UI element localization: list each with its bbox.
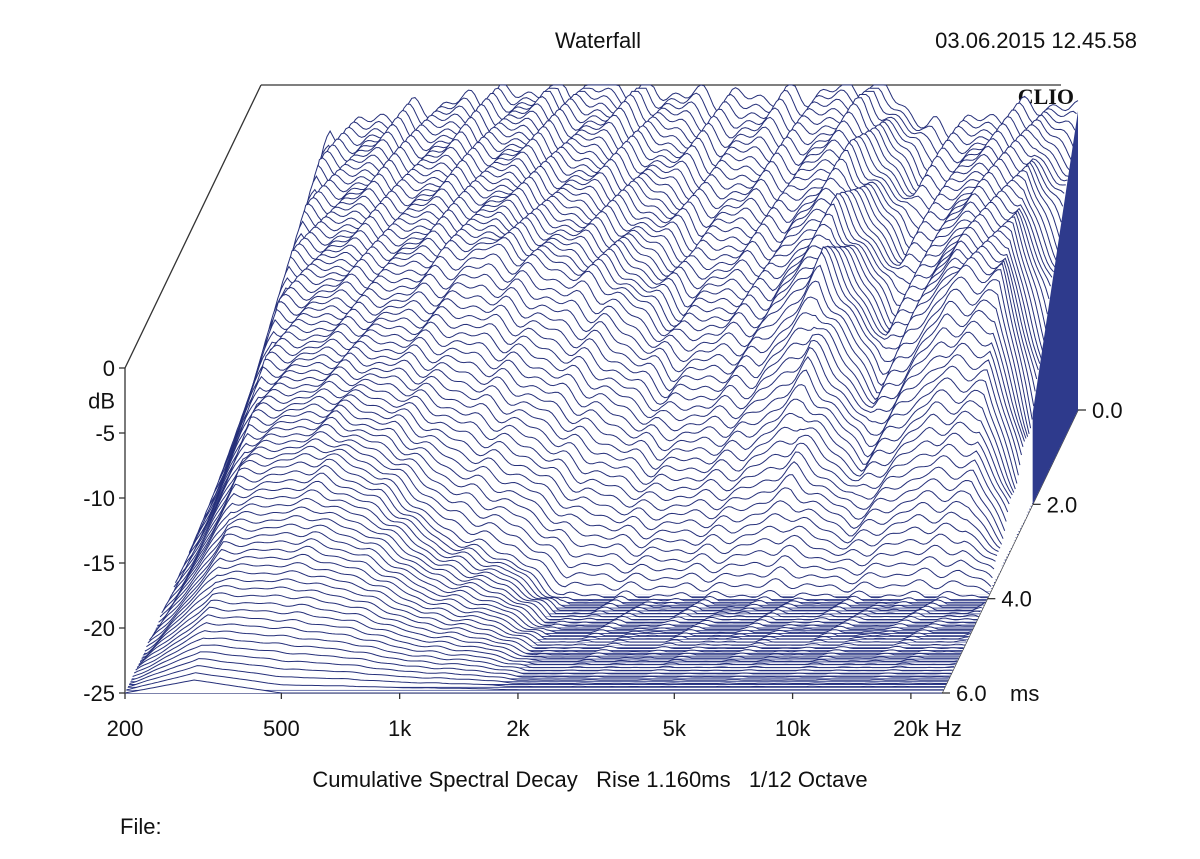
x-tick-label: 5k (663, 716, 687, 741)
decay-trace (208, 282, 1027, 519)
decay-trace (182, 399, 1001, 573)
chart-caption: Cumulative Spectral Decay Rise 1.160ms 1… (312, 767, 867, 792)
decay-trace (174, 431, 993, 584)
trace-mask (128, 665, 946, 687)
decay-trace (161, 497, 979, 618)
decay-trace (224, 211, 1042, 487)
decay-trace (210, 273, 1029, 516)
decay-trace (126, 672, 944, 691)
decay-trace (167, 464, 985, 605)
z-tick-label: 0.0 (1092, 398, 1123, 423)
y-tick-label: -15 (83, 551, 115, 576)
z-tick-label: 2.0 (1047, 492, 1078, 517)
x-unit-label: Hz (935, 716, 962, 741)
z-tick-label: 6.0 (956, 681, 987, 706)
axis-ticks: 0 -5 -10 -15 -20 -25 dB 200 500 1k 2k 5k 10k 20k Hz 0.0… (83, 356, 1122, 741)
decay-trace (207, 290, 1025, 522)
decay-trace (178, 416, 996, 582)
decay-trace (196, 340, 1015, 545)
waterfall-traces (124, 84, 1079, 694)
decay-trace (129, 658, 947, 685)
decay-trace (135, 630, 953, 672)
decay-trace (188, 373, 1007, 553)
decay-trace (202, 313, 1021, 523)
decay-trace (169, 458, 987, 602)
timestamp: 03.06.2015 12.45.58 (935, 28, 1137, 53)
decay-trace (153, 538, 972, 634)
x-tick-label: 1k (388, 716, 412, 741)
y-unit-label: dB (88, 389, 115, 414)
decay-trace (143, 592, 961, 656)
decay-trace (184, 394, 1003, 570)
x-tick-label: 10k (775, 716, 811, 741)
decay-trace (173, 438, 992, 588)
decay-trace (165, 472, 984, 608)
decay-trace (249, 114, 1068, 433)
decay-trace (238, 160, 1056, 459)
chart-title: Waterfall (555, 28, 641, 53)
y-tick-label: -20 (83, 616, 115, 641)
decay-trace (176, 423, 995, 582)
y-tick-label: -10 (83, 486, 115, 511)
decay-trace (147, 570, 966, 646)
decay-trace (155, 531, 973, 630)
decay-trace (158, 515, 976, 624)
x-tick-label: 200 (107, 716, 144, 741)
decay-trace (159, 506, 978, 621)
z-unit-label: ms (1010, 681, 1039, 706)
decay-trace (181, 404, 999, 576)
decay-trace (170, 453, 988, 599)
trace-mask (125, 680, 942, 693)
decay-trace (150, 553, 969, 640)
decay-trace (179, 410, 998, 579)
y-tick-label: 0 (103, 356, 115, 381)
decay-trace (149, 562, 967, 643)
decay-trace (130, 651, 949, 681)
decay-trace (146, 577, 964, 650)
decay-trace (190, 366, 1009, 552)
right-end-face (1032, 111, 1078, 505)
x-tick-label: 500 (263, 716, 300, 741)
decay-trace (198, 334, 1016, 541)
decay-trace (194, 346, 1013, 548)
decay-trace (172, 445, 990, 595)
decay-trace (156, 523, 975, 627)
y-tick-label: -25 (83, 681, 115, 706)
decay-trace (205, 298, 1024, 525)
file-label: File: (120, 814, 162, 839)
decay-trace (185, 388, 1004, 565)
decay-trace (138, 614, 956, 665)
decay-trace (132, 644, 950, 678)
decay-trace (164, 480, 982, 611)
decay-trace (162, 489, 981, 615)
decay-trace (124, 679, 942, 694)
decay-trace (220, 221, 1039, 493)
trace-mask (129, 658, 947, 684)
y-tick-label: -5 (95, 421, 115, 446)
decay-trace (222, 217, 1041, 490)
decay-trace (200, 321, 1019, 528)
z-tick-label: 4.0 (1001, 587, 1032, 612)
x-tick-label: 2k (506, 716, 530, 741)
decay-trace (187, 380, 1006, 558)
decay-trace (191, 359, 1010, 553)
decay-trace (152, 545, 970, 637)
decay-trace (141, 599, 959, 659)
decay-trace (144, 585, 962, 653)
decay-trace (128, 665, 946, 688)
decay-trace (251, 108, 1069, 430)
decay-trace (140, 606, 958, 662)
decay-trace (193, 352, 1012, 551)
decay-trace (136, 622, 955, 669)
decay-trace (133, 637, 952, 675)
x-tick-label: 20k (893, 716, 929, 741)
decay-trace (236, 165, 1054, 462)
depth-edge-top (124, 84, 262, 369)
